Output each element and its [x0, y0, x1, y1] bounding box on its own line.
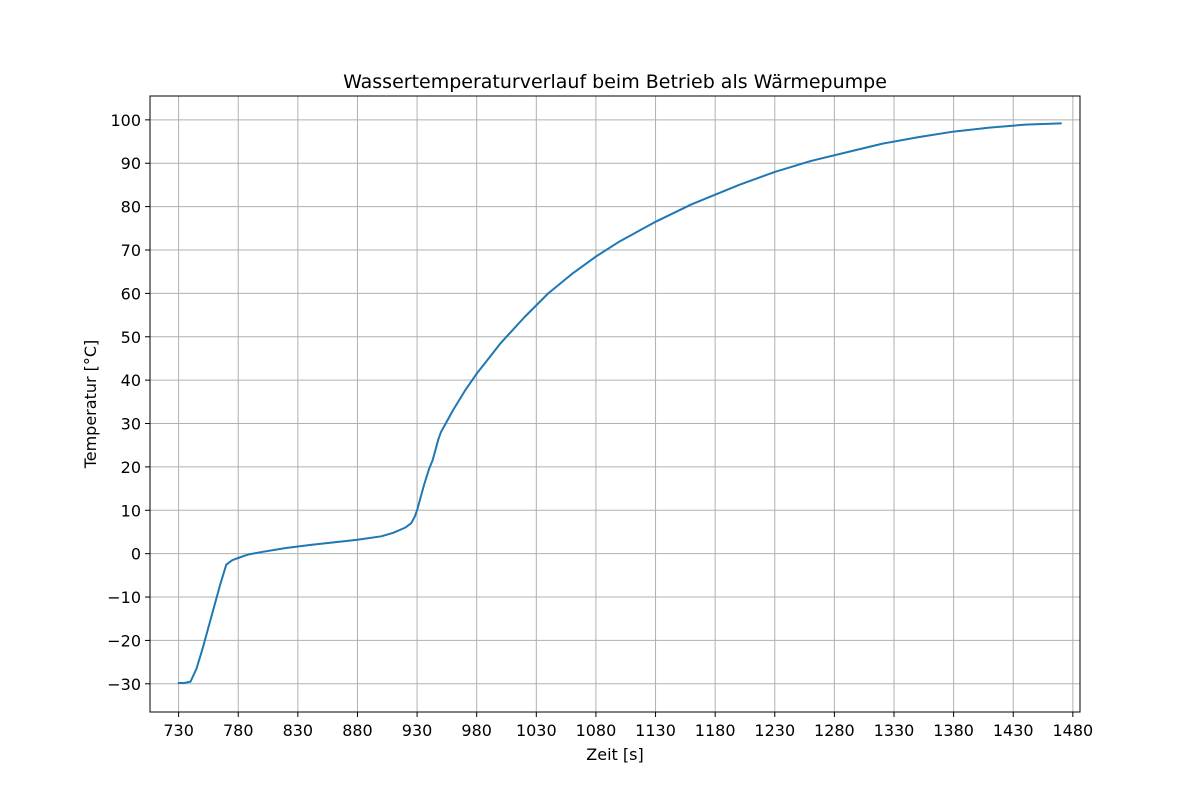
x-tick-label: 1480	[1052, 721, 1093, 740]
x-tick-label: 730	[163, 721, 194, 740]
x-tick-label: 1330	[874, 721, 915, 740]
y-tick-label: 20	[121, 458, 141, 477]
x-tick-label: 930	[402, 721, 433, 740]
y-axis-label: Temperatur [°C]	[81, 340, 100, 470]
plot-frame	[149, 95, 1081, 713]
y-tick-label: −20	[107, 631, 141, 650]
x-tick-label: 980	[461, 721, 492, 740]
y-tick-label: 50	[121, 328, 141, 347]
grid-layer	[150, 96, 1080, 712]
x-tick-label: 1430	[993, 721, 1034, 740]
x-tick-label: 1380	[933, 721, 974, 740]
x-tick-label: 1280	[814, 721, 855, 740]
x-tick-label: 880	[342, 721, 373, 740]
x-tick-label: 780	[223, 721, 254, 740]
x-tick-label: 1180	[695, 721, 736, 740]
y-tick-label: −10	[107, 588, 141, 607]
x-tick-label: 1130	[635, 721, 676, 740]
y-tick-label: 10	[121, 501, 141, 520]
y-tick-label: 90	[121, 154, 141, 173]
y-tick-label: 0	[131, 545, 141, 564]
y-tick-label: 80	[121, 198, 141, 217]
tick-layer: 730 780 830 880 930 980 1030 1080 1130 1180 1230 12…	[107, 111, 1093, 740]
x-tick-label: 1030	[516, 721, 557, 740]
y-tick-label: 60	[121, 284, 141, 303]
series-layer	[177, 122, 1062, 684]
y-tick-label: 100	[110, 111, 141, 130]
x-tick-label: 1080	[576, 721, 617, 740]
chart-title: Wassertemperaturverlauf beim Betrieb als…	[343, 71, 887, 93]
x-axis-label: Zeit [s]	[586, 745, 643, 764]
x-tick-label: 1230	[754, 721, 795, 740]
y-tick-label: 30	[121, 415, 141, 434]
x-tick-label: 830	[283, 721, 314, 740]
series-line	[177, 122, 1062, 684]
y-tick-label: 70	[121, 241, 141, 260]
y-tick-label: −30	[107, 675, 141, 694]
y-tick-label: 40	[121, 371, 141, 390]
